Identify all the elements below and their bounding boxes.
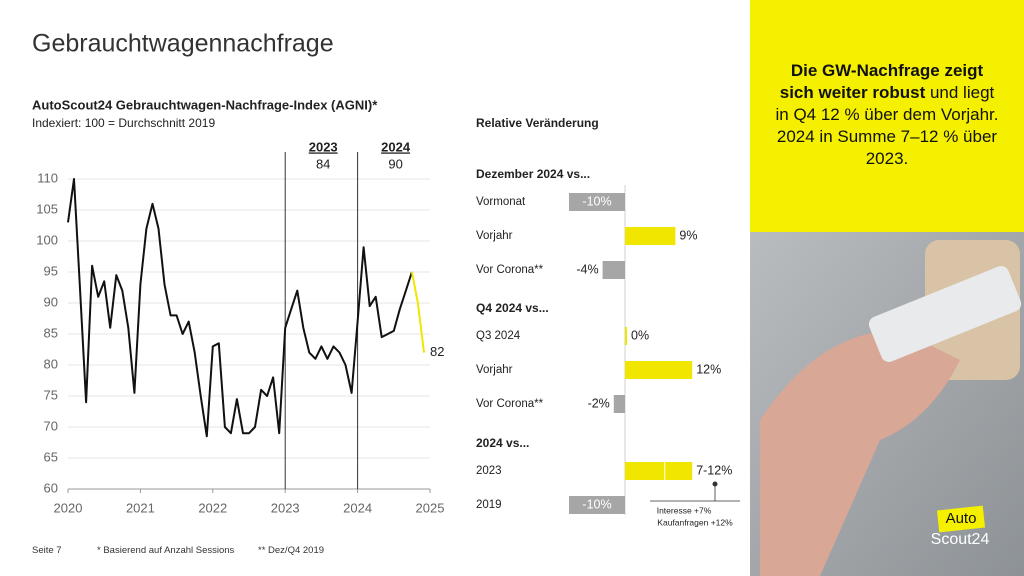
value-label: 0%	[631, 328, 649, 342]
y-tick-label: 80	[44, 356, 58, 371]
logo-text: Scout24	[931, 531, 990, 548]
y-tick-label: 70	[44, 418, 58, 433]
annotation-value: 90	[388, 156, 402, 171]
chart-title: Relative Veränderung	[476, 116, 599, 130]
annotation-value: 84	[316, 156, 330, 171]
category-label: Vormonat	[476, 196, 526, 208]
y-tick-label: 110	[37, 170, 58, 185]
x-tick-label: 2024	[343, 500, 372, 515]
note-marker	[712, 481, 718, 487]
bar	[625, 227, 676, 245]
x-tick-label: 2025	[416, 500, 445, 515]
group-title: Dezember 2024 vs...	[476, 167, 590, 181]
slide-title: Gebrauchtwagennachfrage	[32, 30, 334, 58]
x-tick-label: 2021	[126, 500, 155, 515]
category-label: Q3 2024	[476, 330, 521, 342]
y-tick-label: 95	[44, 263, 58, 278]
x-tick-label: 2023	[271, 500, 300, 515]
footer-note: * Basierend auf Anzahl Sessions	[97, 545, 235, 556]
end-label: 82	[430, 344, 444, 359]
line-series	[410, 271, 425, 353]
bar	[569, 496, 625, 514]
category-label: 2023	[476, 465, 502, 477]
callout: Die GW-Nachfrage zeigt sich weiter robus…	[750, 0, 1024, 232]
callout-text: und liegt in Q4 12 % über dem Vorjahr. 2…	[775, 83, 999, 168]
category-label: Vor Corona**	[476, 264, 544, 276]
bar	[625, 361, 693, 379]
value-label: 7-12%	[696, 463, 732, 477]
y-tick-label: 105	[36, 201, 58, 216]
value-label: -2%	[588, 396, 610, 410]
bar-segment	[665, 462, 693, 480]
photo-hand	[760, 330, 960, 576]
y-tick-label: 60	[44, 480, 58, 495]
x-tick-label: 2020	[54, 500, 83, 515]
bar	[602, 261, 625, 279]
group-title: Q4 2024 vs...	[476, 301, 549, 315]
callout-bold: Die GW-Nachfrage zeigt sich weiter robus…	[779, 61, 984, 102]
y-tick-label: 100	[36, 232, 58, 247]
chart-title: AutoScout24 Gebrauchtwagen-Nachfrage-Ind…	[32, 97, 378, 112]
footer-page: Seite 7	[32, 545, 62, 556]
photo-phone	[868, 266, 1022, 362]
chart-subtitle: Indexiert: 100 = Durchschnitt 2019	[32, 116, 215, 130]
bar	[569, 193, 625, 211]
y-tick-label: 85	[44, 325, 58, 340]
value-label: -4%	[576, 262, 598, 276]
category-label: Vorjahr	[476, 230, 513, 242]
logo-tag	[936, 505, 986, 533]
y-tick-label: 75	[44, 387, 58, 402]
annotation-year: 2023	[309, 139, 338, 154]
category-label: 2019	[476, 499, 502, 511]
x-tick-label: 2022	[198, 500, 227, 515]
value-label: -10%	[582, 194, 611, 208]
bar	[625, 327, 627, 345]
value-label: -10%	[582, 497, 611, 511]
bar-segment	[625, 462, 665, 480]
line-series	[67, 178, 413, 438]
y-tick-label: 65	[44, 449, 58, 464]
footer-note: ** Dez/Q4 2019	[258, 545, 325, 556]
value-label: 12%	[696, 362, 721, 376]
note-text: Interesse +7%	[657, 505, 712, 515]
logo-text: Auto	[946, 510, 977, 527]
group-title: 2024 vs...	[476, 436, 529, 450]
value-label: 9%	[679, 228, 697, 242]
category-label: Vor Corona**	[476, 398, 544, 410]
y-tick-label: 90	[44, 294, 58, 309]
category-label: Vorjahr	[476, 364, 513, 376]
note-text: Kaufanfragen +12%	[657, 517, 733, 527]
bar	[613, 395, 625, 413]
annotation-year: 2024	[381, 139, 411, 154]
